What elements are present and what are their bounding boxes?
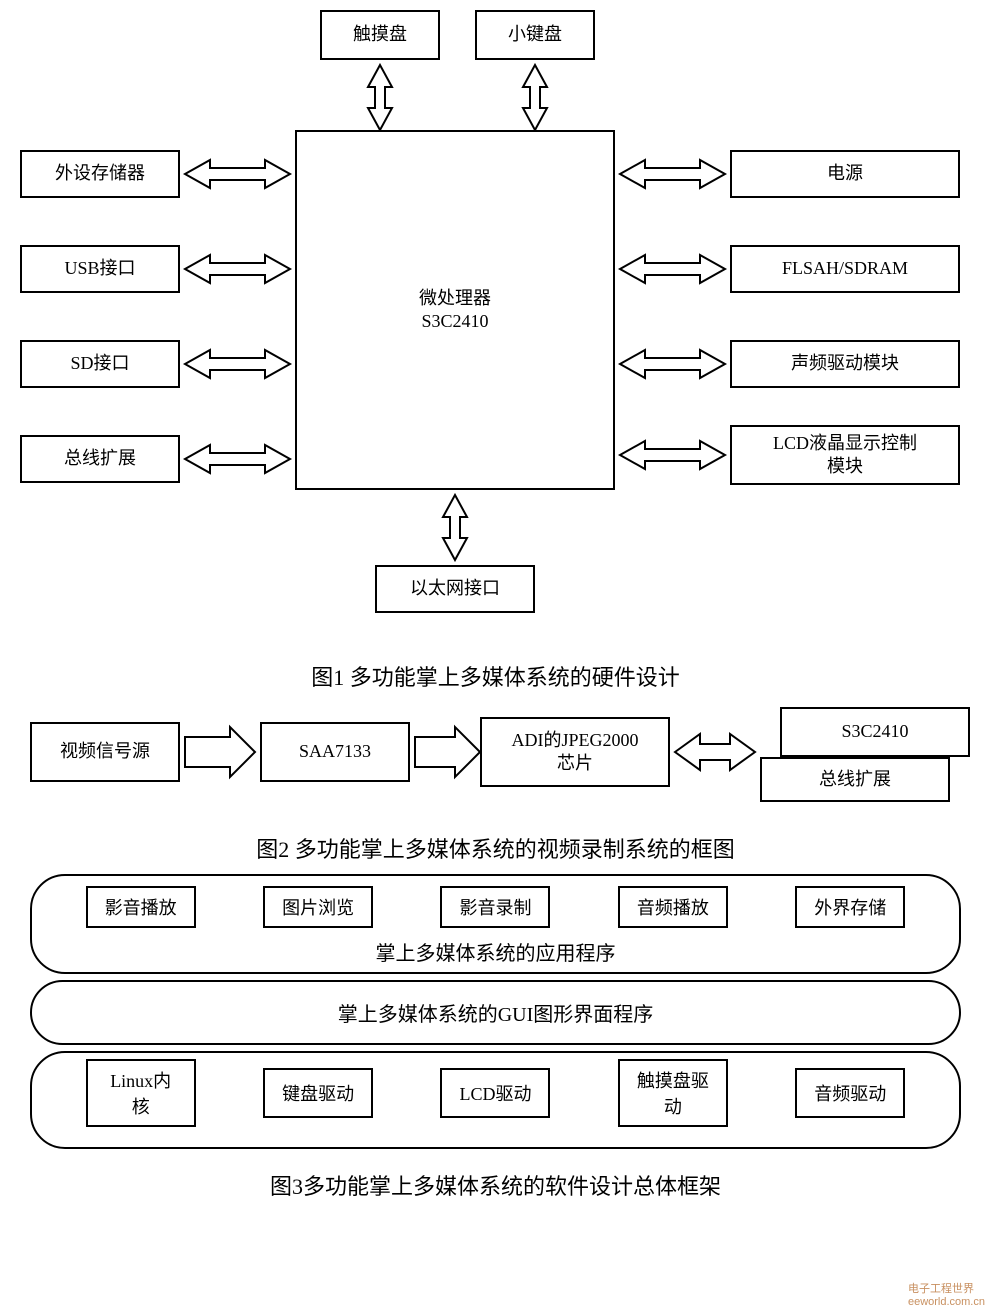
- fig3-diagram: 影音播放 图片浏览 影音录制 音频播放 外界存储 掌上多媒体系统的应用程序 掌上…: [10, 874, 981, 1149]
- fig3-l3-item3: 触摸盘驱 动: [618, 1059, 728, 1127]
- fig1-diagram: 触摸盘 小键盘 微处理器 S3C2410 外设存储器 USB接口 SD接口 总线…: [10, 10, 981, 650]
- fig3-l1-item2: 影音录制: [440, 886, 550, 928]
- fig1-arrows: [10, 10, 991, 650]
- fig3-layer3: Linux内 核 键盘驱动 LCD驱动 触摸盘驱 动 音频驱动: [30, 1051, 961, 1149]
- fig3-l3-item1: 键盘驱动: [263, 1068, 373, 1118]
- fig3-l3-item0: Linux内 核: [86, 1059, 196, 1127]
- fig3-l2-label: 掌上多媒体系统的GUI图形界面程序: [338, 998, 654, 1027]
- fig2-arrows: [20, 702, 991, 822]
- fig3-l1-item1: 图片浏览: [263, 886, 373, 928]
- fig3-l3-item2: LCD驱动: [440, 1068, 550, 1118]
- fig3-l1-item0: 影音播放: [86, 886, 196, 928]
- fig1-caption: 图1 多功能掌上多媒体系统的硬件设计: [10, 660, 981, 692]
- fig3-l1-item4: 外界存储: [795, 886, 905, 928]
- fig3-caption: 图3多功能掌上多媒体系统的软件设计总体框架: [10, 1169, 981, 1201]
- fig3-layer2: 掌上多媒体系统的GUI图形界面程序: [30, 980, 961, 1045]
- fig3-l1-label: 掌上多媒体系统的应用程序: [52, 937, 939, 966]
- fig3-l3-item4: 音频驱动: [795, 1068, 905, 1118]
- watermark: 电子工程世界 eeworld.com.cn: [908, 1280, 985, 1308]
- fig2-diagram: 视频信号源 SAA7133 ADI的JPEG2000 芯片 S3C2410 总线…: [20, 702, 971, 822]
- fig3-l1-item3: 音频播放: [618, 886, 728, 928]
- fig3-layer1: 影音播放 图片浏览 影音录制 音频播放 外界存储 掌上多媒体系统的应用程序: [30, 874, 961, 974]
- fig2-caption: 图2 多功能掌上多媒体系统的视频录制系统的框图: [10, 832, 981, 864]
